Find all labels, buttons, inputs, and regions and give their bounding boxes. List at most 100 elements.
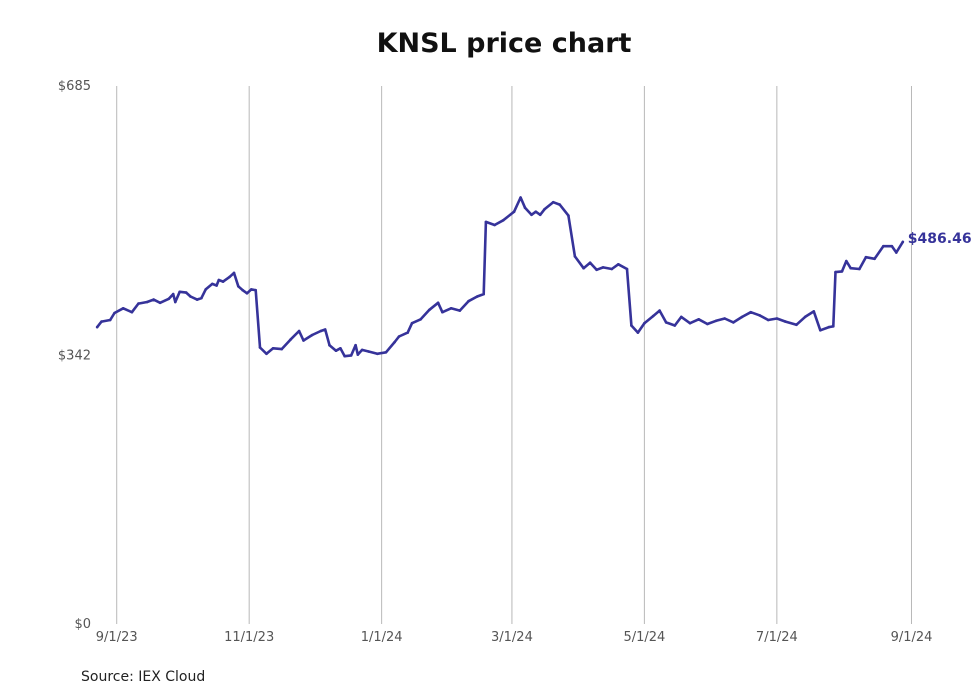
data-point	[250, 288, 253, 291]
data-point	[873, 257, 876, 261]
data-point	[289, 338, 292, 342]
data-point	[766, 318, 770, 322]
data-point	[617, 263, 620, 266]
data-point	[573, 255, 577, 258]
data-point	[228, 275, 231, 279]
data-point	[467, 299, 470, 303]
end-value-labels: $486.46	[908, 231, 972, 247]
chart-title: KNSL price chart	[376, 28, 632, 59]
data-point	[152, 298, 155, 301]
data-point	[200, 296, 203, 300]
data-point	[630, 324, 633, 327]
data-point	[832, 325, 835, 328]
y-tick-label: $0	[74, 617, 91, 632]
data-point	[858, 267, 861, 271]
data-point	[601, 266, 605, 269]
data-point	[732, 321, 735, 324]
data-point	[643, 321, 646, 325]
data-point	[803, 315, 807, 319]
data-point	[297, 329, 301, 333]
data-point	[758, 314, 761, 317]
x-tick-label: 9/1/23	[96, 630, 138, 645]
data-point	[393, 340, 397, 344]
x-tick-label: 9/1/24	[891, 630, 933, 645]
data-point	[204, 288, 207, 291]
x-tick-label: 5/1/24	[623, 630, 665, 645]
axis-tick-labels: 9/1/23 11/1/23 1/1/24 3/1/24 5/1/24 7/1/24 9/1…	[58, 79, 933, 645]
data-point	[384, 351, 388, 354]
data-point	[538, 213, 542, 217]
data-point	[410, 321, 414, 325]
data-point	[349, 354, 353, 357]
data-point	[519, 196, 522, 199]
data-point	[895, 251, 898, 254]
x-tick-label: 7/1/24	[756, 630, 798, 645]
x-tick-label: 3/1/24	[491, 630, 533, 645]
data-point	[595, 268, 598, 272]
data-point	[673, 324, 677, 327]
data-point	[501, 219, 505, 222]
data-point	[171, 292, 175, 296]
data-point	[864, 255, 868, 259]
data-point	[121, 307, 125, 310]
data-point	[237, 285, 240, 288]
data-point	[195, 298, 199, 301]
data-point	[651, 314, 655, 318]
data-point	[406, 331, 410, 334]
data-point	[610, 267, 614, 271]
data-point	[130, 310, 134, 314]
data-point	[588, 261, 592, 265]
data-point	[158, 301, 162, 305]
data-point	[167, 297, 171, 301]
data-point	[356, 353, 360, 356]
data-point	[328, 343, 331, 347]
data-point	[636, 331, 640, 334]
data-point	[795, 323, 798, 327]
data-point	[367, 350, 370, 353]
data-point	[113, 311, 116, 315]
data-point	[339, 347, 342, 350]
data-point	[775, 317, 779, 320]
data-point	[706, 322, 709, 326]
data-point	[827, 325, 831, 329]
data-point	[530, 213, 533, 217]
data-point	[334, 349, 338, 353]
data-point	[458, 309, 462, 312]
y-tick-label: $342	[58, 348, 91, 363]
data-point	[890, 244, 894, 248]
data-point	[189, 295, 192, 298]
source-note: Source: IEX Cloud	[81, 669, 206, 685]
data-point	[376, 352, 379, 356]
data-point	[582, 266, 585, 270]
data-point	[834, 270, 837, 274]
data-point	[749, 310, 753, 314]
data-point	[482, 292, 486, 296]
data-point	[178, 290, 181, 294]
data-point	[95, 325, 99, 329]
data-point	[310, 333, 314, 337]
data-point	[740, 315, 744, 319]
data-point	[812, 310, 816, 313]
data-point	[664, 321, 668, 324]
data-point	[100, 320, 103, 323]
data-point	[232, 271, 236, 275]
data-point	[108, 318, 112, 322]
data-point	[436, 301, 440, 305]
data-point	[512, 210, 516, 213]
data-point	[254, 288, 257, 292]
data-point	[419, 318, 423, 321]
data-point	[221, 280, 225, 283]
data-point	[184, 291, 188, 294]
data-point	[343, 354, 347, 358]
data-point	[323, 328, 327, 331]
data-point	[523, 206, 527, 209]
data-point	[145, 300, 149, 304]
data-point	[840, 270, 844, 273]
data-point	[723, 317, 726, 320]
data-point	[784, 320, 787, 323]
data-point	[558, 203, 561, 206]
data-point	[625, 267, 629, 271]
data-point	[658, 309, 661, 312]
data-point	[241, 288, 244, 292]
